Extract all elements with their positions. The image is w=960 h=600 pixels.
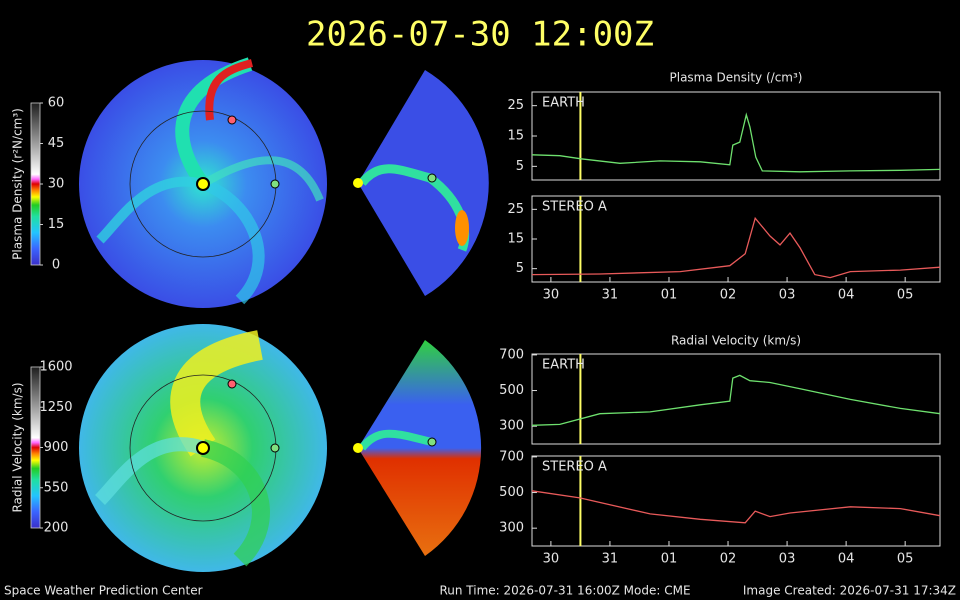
colorbar-tick-label: 15 (48, 217, 65, 232)
colorbar-tick-label: 45 (48, 136, 65, 151)
y-tick-label: 25 (507, 98, 524, 113)
x-tick-label: 05 (897, 552, 914, 567)
chart-title: Radial Velocity (km/s) (671, 334, 801, 348)
y-tick-label: 700 (499, 449, 524, 464)
series-label: EARTH (542, 358, 585, 373)
x-tick-label: 31 (602, 552, 619, 567)
colorbar-tick-label: 1600 (39, 360, 72, 375)
series-label: STEREO A (542, 200, 607, 215)
x-tick-label: 31 (602, 288, 619, 303)
y-tick-label: 300 (499, 419, 524, 434)
x-tick-label: 02 (720, 552, 737, 567)
x-tick-label: 01 (661, 552, 678, 567)
series-line (531, 216, 941, 279)
y-tick-label: 500 (499, 383, 524, 398)
colorbar-tick-label: 900 (44, 440, 69, 455)
colorbar-tick-label: 0 (52, 258, 60, 273)
title: 2026-07-30 12:00Z (306, 15, 654, 55)
y-tick-label: 25 (507, 202, 524, 217)
density-disk (79, 57, 489, 308)
footer-left: Space Weather Prediction Center (4, 584, 203, 598)
plot-frame (531, 455, 941, 547)
y-tick-label: 300 (499, 521, 524, 536)
y-tick-label: 15 (507, 232, 524, 247)
colorbar-tick-label: 200 (44, 521, 69, 536)
x-tick-label: 02 (720, 288, 737, 303)
x-tick-label: 01 (661, 288, 678, 303)
series-line (531, 112, 941, 173)
y-tick-label: 700 (499, 347, 524, 362)
chart-title: Plasma Density (/cm³) (670, 71, 803, 85)
x-tick-label: 05 (897, 288, 914, 303)
colorbar (30, 102, 41, 266)
colorbar (30, 366, 41, 529)
x-tick-label: 04 (838, 552, 855, 567)
series-line (531, 374, 941, 426)
series-label: STEREO A (542, 460, 607, 475)
y-tick-label: 15 (507, 129, 524, 144)
colorbar-tick-label: 30 (48, 177, 65, 192)
velocity-disk (79, 324, 482, 572)
plot-frame (531, 91, 941, 181)
footer-right: Image Created: 2026-07-31 17:34Z (743, 584, 956, 598)
series-label: EARTH (542, 96, 585, 111)
colorbar-tick-label: 1250 (39, 400, 72, 415)
footer-center: Run Time: 2026-07-31 16:00Z Mode: CME (439, 584, 690, 598)
plot-frame (531, 353, 941, 445)
x-tick-label: 04 (838, 288, 855, 303)
x-tick-label: 03 (779, 552, 796, 567)
series-line (531, 490, 941, 524)
colorbar-tick-label: 550 (44, 480, 69, 495)
x-tick-label: 30 (543, 288, 560, 303)
x-tick-label: 30 (543, 552, 560, 567)
colorbar-label: Plasma Density (r²N/cm³) (11, 108, 25, 260)
y-tick-label: 500 (499, 485, 524, 500)
colorbar-tick-label: 60 (48, 96, 65, 111)
colorbar-label: Radial Velocity (km/s) (11, 382, 25, 512)
x-tick-label: 03 (779, 288, 796, 303)
y-tick-label: 5 (516, 159, 524, 174)
y-tick-label: 5 (516, 261, 524, 276)
